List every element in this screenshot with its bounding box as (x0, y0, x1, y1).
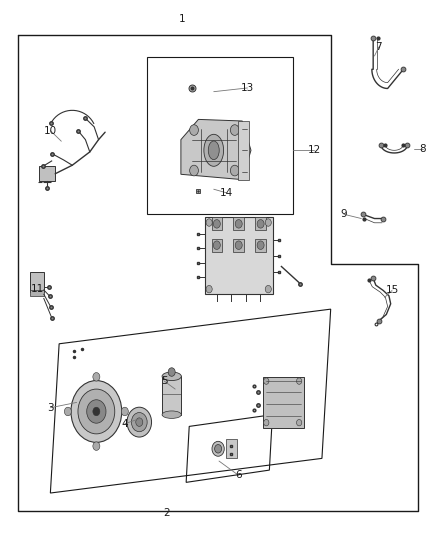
Circle shape (78, 389, 115, 434)
Bar (255, 217, 266, 230)
Circle shape (235, 241, 242, 249)
Circle shape (265, 286, 271, 293)
Bar (30, 272, 44, 292)
Text: 14: 14 (220, 188, 233, 198)
Ellipse shape (212, 441, 224, 456)
Circle shape (71, 381, 122, 442)
Bar (233, 239, 244, 252)
Circle shape (235, 220, 242, 228)
Circle shape (230, 125, 239, 135)
Polygon shape (181, 119, 251, 180)
Text: 15: 15 (385, 286, 399, 295)
Circle shape (93, 407, 100, 416)
Circle shape (190, 125, 198, 135)
Bar (212, 239, 222, 252)
Circle shape (206, 286, 212, 293)
Circle shape (87, 400, 106, 423)
Bar (39, 166, 55, 181)
Text: 9: 9 (340, 209, 347, 219)
Circle shape (213, 241, 220, 249)
Ellipse shape (208, 141, 219, 160)
Bar (30, 290, 44, 296)
Circle shape (190, 165, 198, 176)
Circle shape (127, 407, 152, 437)
Bar (226, 439, 237, 458)
Text: 3: 3 (47, 403, 54, 413)
Bar (263, 377, 304, 428)
Text: 6: 6 (235, 471, 242, 480)
Circle shape (213, 220, 220, 228)
Circle shape (264, 378, 269, 384)
Circle shape (136, 418, 143, 426)
Text: 12: 12 (308, 146, 321, 155)
Circle shape (230, 165, 239, 176)
Circle shape (93, 373, 100, 381)
Circle shape (121, 407, 128, 416)
Text: 5: 5 (161, 376, 168, 386)
Circle shape (257, 220, 264, 228)
Circle shape (264, 419, 269, 426)
Text: 8: 8 (419, 144, 426, 154)
Bar (212, 217, 222, 230)
Text: 10: 10 (44, 126, 57, 135)
Circle shape (131, 413, 147, 432)
Bar (233, 217, 244, 230)
Text: 2: 2 (163, 508, 170, 518)
Ellipse shape (162, 372, 181, 381)
Circle shape (297, 378, 302, 384)
Circle shape (168, 368, 175, 376)
Ellipse shape (215, 445, 222, 453)
Ellipse shape (204, 134, 223, 166)
Bar (147, 57, 293, 214)
Text: 13: 13 (241, 83, 254, 93)
Text: 11: 11 (31, 284, 44, 294)
Bar (255, 239, 266, 252)
Text: 1: 1 (178, 14, 185, 23)
Bar (162, 376, 181, 415)
Circle shape (93, 442, 100, 450)
Bar (205, 217, 272, 294)
Circle shape (265, 219, 271, 226)
Circle shape (297, 419, 302, 426)
Circle shape (64, 407, 71, 416)
Circle shape (206, 219, 212, 226)
Circle shape (257, 241, 264, 249)
Ellipse shape (162, 411, 181, 418)
Bar (238, 121, 249, 180)
Text: 7: 7 (375, 42, 382, 52)
Text: 4: 4 (121, 419, 128, 429)
